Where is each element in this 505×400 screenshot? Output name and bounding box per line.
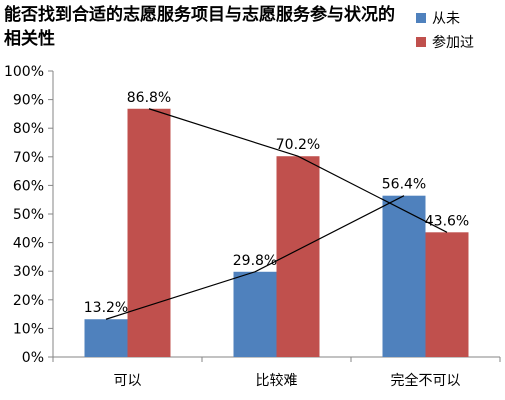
legend-item-series-0: 从未 (416, 6, 474, 30)
data-label-0-2: 56.4% (382, 177, 426, 193)
chart-title: 能否找到合适的志愿服务项目与志愿服务参与状况的相关性 (4, 5, 395, 49)
data-label-0-0: 13.2% (84, 300, 128, 316)
data-label-1-0: 86.8% (127, 90, 171, 106)
bar-1-2 (425, 232, 469, 357)
y-tick-label: 0% (22, 350, 44, 366)
bar-1-1 (276, 156, 320, 357)
y-tick-label: 90% (13, 93, 44, 109)
y-tick-label: 100% (4, 64, 44, 80)
bar-1-0 (127, 108, 171, 357)
y-tick-label: 70% (13, 150, 44, 166)
legend-swatch-series-1 (416, 37, 426, 47)
legend-item-series-1: 参加过 (416, 30, 474, 54)
y-tick-label: 20% (13, 293, 44, 309)
y-tick-label: 40% (13, 236, 44, 252)
bar-0-2 (382, 195, 426, 357)
trend-line-series-0 (105, 195, 405, 320)
x-tick-label: 完全不可以 (391, 372, 461, 389)
bar-0-1 (233, 271, 277, 357)
trend-line-series-1 (148, 108, 448, 233)
data-label-1-2: 43.6% (425, 213, 469, 229)
y-tick-label: 50% (13, 207, 44, 223)
legend-swatch-series-0 (416, 13, 426, 23)
bar-0-0 (84, 319, 128, 357)
y-tick-label: 80% (13, 121, 44, 137)
legend-label-series-1: 参加过 (432, 35, 474, 51)
y-tick-label: 10% (13, 321, 44, 337)
y-tick-label: 30% (13, 264, 44, 280)
chart-legend: 从未 参加过 (416, 6, 474, 54)
data-label-1-1: 70.2% (276, 137, 320, 153)
x-tick-label: 比较难 (256, 373, 298, 389)
data-label-0-1: 29.8% (233, 253, 277, 269)
y-tick-label: 60% (13, 178, 44, 194)
legend-label-series-0: 从未 (432, 11, 460, 27)
x-tick-label: 可以 (114, 373, 142, 389)
